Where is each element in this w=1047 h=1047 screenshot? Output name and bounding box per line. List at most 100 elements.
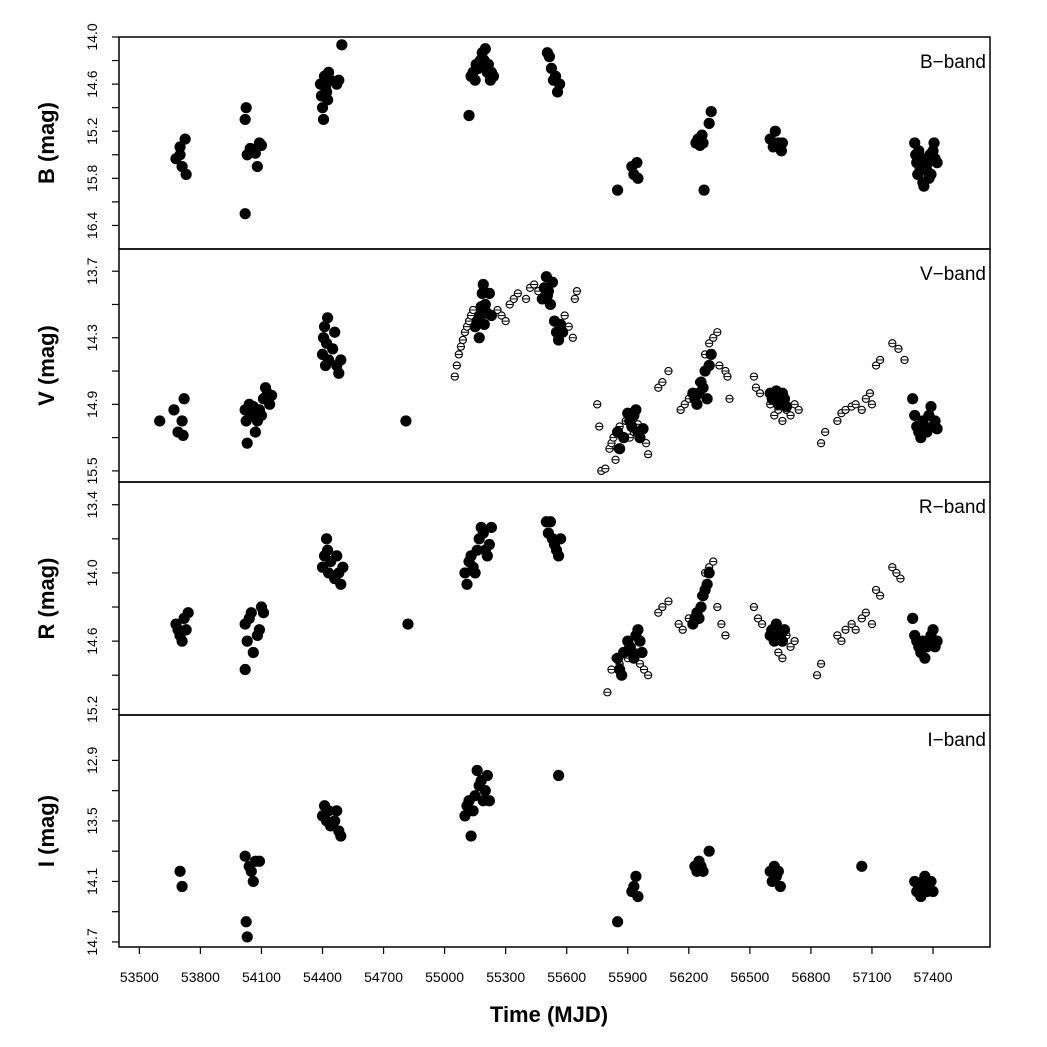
- y-tick-label: 14.0: [84, 23, 100, 50]
- x-tick-label: 55300: [486, 969, 525, 985]
- data-point: [255, 139, 268, 151]
- data-point: [557, 326, 569, 338]
- panel-1: 13.7 14.3 14.9 15.5 V (mag) V−band: [34, 248, 991, 485]
- data-point: [257, 607, 270, 619]
- data-point: [239, 850, 251, 862]
- data-point: [478, 318, 490, 331]
- data-point: [931, 423, 943, 435]
- data-point: [631, 157, 643, 169]
- data-point: [691, 398, 703, 410]
- data-point: [247, 875, 259, 888]
- data-point: [703, 359, 715, 372]
- data-point: [697, 865, 709, 877]
- data-point: [927, 624, 939, 636]
- data-point: [630, 404, 642, 416]
- x-tick-label: 57400: [914, 969, 953, 985]
- data-point: [705, 348, 717, 361]
- data-point: [634, 432, 646, 444]
- data-point: [928, 137, 940, 149]
- panel-0: 14.0 14.6 15.2 15.8 16.4 B (mag) B−band: [34, 23, 991, 250]
- data-point: [701, 393, 713, 405]
- panel-2: 13.4 14.0 14.6 15.2 R (mag) R−band: [34, 481, 991, 723]
- data-point: [320, 533, 333, 545]
- data-point: [697, 382, 709, 394]
- data-point: [255, 409, 268, 422]
- panel-points: [170, 39, 943, 220]
- data-point: [471, 764, 483, 777]
- data-point: [317, 113, 330, 126]
- data-point: [180, 624, 192, 636]
- data-point: [240, 102, 252, 114]
- data-point: [483, 538, 495, 551]
- y-axis-label: R (mag): [34, 558, 59, 640]
- y-tick-label: 15.2: [84, 117, 100, 144]
- data-point: [266, 389, 278, 402]
- band-label: R−band: [919, 497, 986, 518]
- data-point: [323, 805, 335, 817]
- data-point: [925, 168, 937, 181]
- data-point: [703, 845, 715, 857]
- data-point: [927, 885, 939, 898]
- data-point: [485, 309, 498, 322]
- data-point: [253, 624, 266, 636]
- data-point: [337, 561, 349, 573]
- data-point: [477, 278, 489, 291]
- x-tick-label: 54100: [242, 969, 281, 985]
- data-point: [614, 443, 626, 455]
- data-point: [247, 646, 259, 659]
- data-point: [479, 43, 491, 55]
- band-label: V−band: [920, 264, 986, 285]
- data-point: [772, 865, 784, 877]
- x-tick-label: 57100: [852, 969, 891, 985]
- data-point: [479, 785, 491, 797]
- data-point: [552, 769, 565, 782]
- data-point: [705, 105, 717, 118]
- data-point: [780, 400, 793, 413]
- y-tick-label: 14.1: [84, 868, 100, 895]
- data-point: [321, 94, 334, 106]
- x-tick-label: 55900: [608, 969, 647, 985]
- data-point: [182, 607, 194, 619]
- data-point: [239, 663, 251, 676]
- data-point: [335, 830, 347, 842]
- data-point: [463, 109, 475, 122]
- data-point: [632, 624, 644, 636]
- data-point: [469, 74, 481, 86]
- data-point: [168, 404, 180, 416]
- y-tick-label: 13.4: [84, 491, 100, 518]
- data-point: [241, 635, 253, 647]
- data-point: [698, 184, 710, 196]
- data-point: [483, 795, 495, 807]
- data-point: [329, 326, 341, 338]
- y-tick-label: 14.3: [84, 324, 100, 351]
- y-tick-label: 14.6: [84, 70, 100, 97]
- x-axis-label: Time (MJD): [490, 1002, 608, 1027]
- data-point: [245, 865, 257, 877]
- data-point: [335, 354, 347, 366]
- y-tick-label: 14.9: [84, 390, 100, 417]
- data-point: [479, 298, 491, 311]
- data-point: [178, 393, 190, 405]
- y-tick-label: 15.8: [84, 164, 100, 191]
- x-tick-label: 53500: [120, 969, 159, 985]
- data-point: [611, 916, 624, 928]
- data-point: [776, 137, 789, 149]
- data-point: [632, 172, 644, 184]
- band-label: I−band: [927, 730, 986, 751]
- data-point: [634, 635, 646, 647]
- data-point: [703, 567, 715, 579]
- data-point: [618, 432, 630, 444]
- data-point: [253, 855, 266, 867]
- data-point: [459, 810, 471, 822]
- data-point: [485, 521, 498, 534]
- data-point: [318, 321, 331, 333]
- x-tick-label: 56500: [730, 969, 769, 985]
- data-point: [469, 567, 481, 579]
- data-point: [909, 409, 921, 422]
- data-point: [335, 578, 347, 590]
- data-point: [461, 578, 473, 590]
- data-point: [329, 815, 341, 827]
- panel-frame: [118, 714, 991, 948]
- data-point: [776, 635, 789, 647]
- y-tick-label: 13.5: [84, 807, 100, 834]
